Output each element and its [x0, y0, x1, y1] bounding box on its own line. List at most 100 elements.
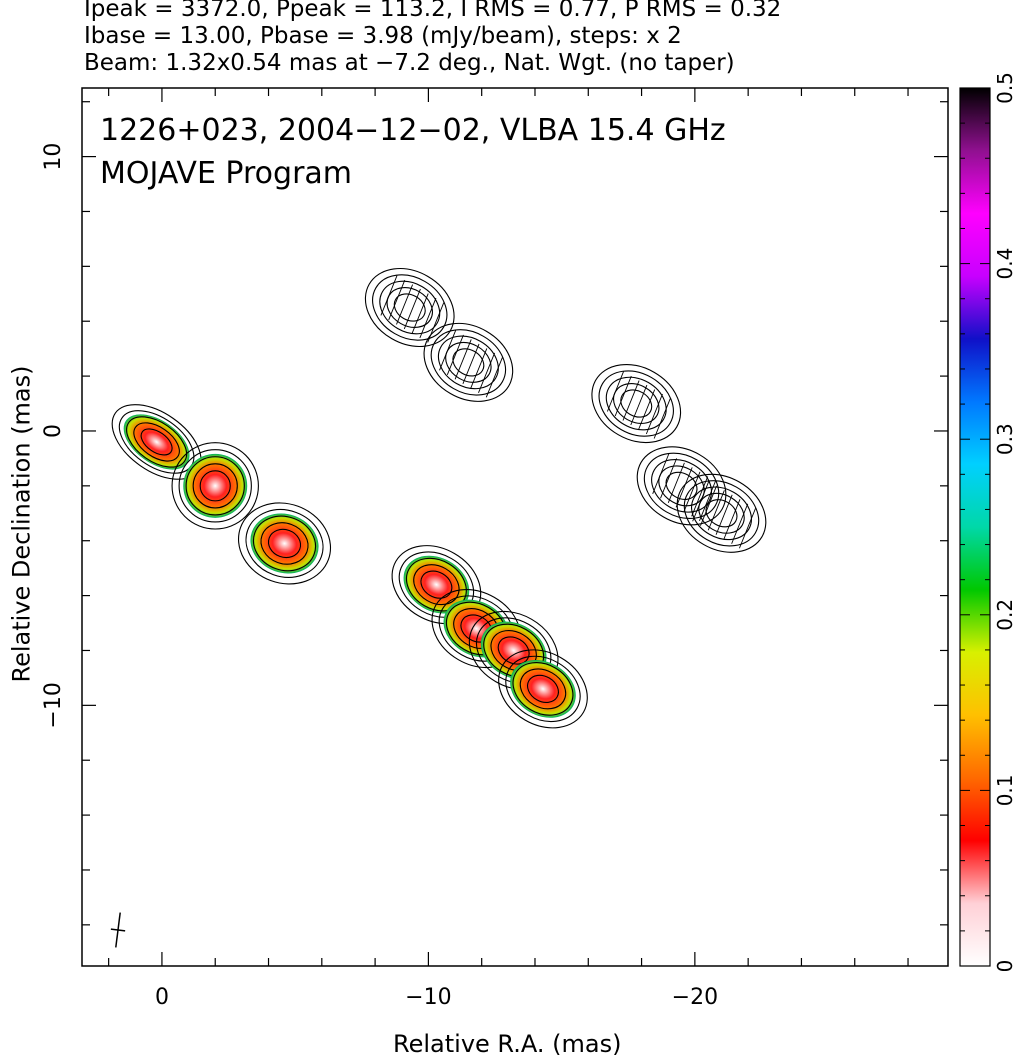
- contour-line: [178, 449, 252, 523]
- pol-vector-tick: [622, 380, 640, 421]
- colorbar-tick-label: 0.5: [993, 72, 1017, 104]
- contour-line: [658, 465, 705, 507]
- pol-vector-tick: [419, 297, 437, 339]
- contour-line: [126, 416, 188, 468]
- pol-vector-tick: [692, 481, 710, 522]
- pol-vector-tick: [439, 330, 457, 371]
- pol-vector-tick: [707, 490, 725, 531]
- pol-vector-tick: [675, 467, 693, 508]
- contour-line: [372, 274, 448, 341]
- contour-line: [199, 470, 231, 502]
- colorbar-tick-label: 0: [993, 960, 1017, 973]
- x-tick-label: −20: [672, 985, 718, 1010]
- pol-vector-tick: [485, 357, 503, 398]
- pol-vector-tick: [691, 476, 709, 517]
- contour-line: [237, 502, 332, 585]
- pol-fill: [510, 660, 576, 718]
- pol-vector-tick: [403, 288, 421, 330]
- pol-vector-tick: [388, 279, 406, 321]
- contour-line: [636, 446, 727, 526]
- x-axis-ticks: 0 −10 −20: [108, 88, 909, 1010]
- pol-vector-tick: [645, 393, 663, 435]
- contour-line: [643, 452, 720, 519]
- contour-line: [379, 280, 441, 335]
- colorbar-tick-label: 0.3: [993, 423, 1017, 455]
- pol-vector-tick: [380, 275, 398, 316]
- contour-line: [452, 348, 485, 377]
- chart-subtitle: MOJAVE Program: [100, 156, 352, 191]
- colorbar-tick-label: 0.1: [993, 774, 1017, 806]
- x-axis-title: Relative R.A. (mas): [393, 1030, 622, 1058]
- pol-vector-tick: [638, 389, 656, 430]
- contour-line: [430, 329, 507, 396]
- plot-frame: [81, 87, 949, 967]
- contour-line: [252, 515, 317, 572]
- y-axis-ticks: 10 0 −10: [41, 101, 948, 926]
- contour-line: [705, 499, 738, 528]
- contour-line: [527, 674, 559, 703]
- pol-vector-tick: [660, 458, 678, 499]
- contour-line: [267, 528, 302, 559]
- contour-line: [519, 668, 567, 710]
- pol-vector-tick: [700, 485, 717, 526]
- pol-vector-tick: [739, 508, 756, 549]
- component-3: [636, 446, 727, 526]
- contour-line: [423, 322, 514, 402]
- contour-line: [386, 287, 433, 328]
- component-3: [591, 364, 682, 444]
- contour-line: [620, 389, 653, 418]
- contour-line: [512, 662, 574, 716]
- pol-vector-tick: [653, 398, 671, 439]
- contour-line: [445, 341, 492, 383]
- pol-vector-tick: [652, 453, 670, 494]
- pol-vector-tick: [470, 348, 488, 389]
- contour-line: [498, 649, 588, 729]
- x-tick-label: −10: [405, 985, 451, 1010]
- contour-line: [260, 522, 309, 565]
- colorbar: [959, 87, 991, 967]
- contour-line: [497, 636, 530, 665]
- beam-ellipse-marker: [110, 912, 126, 948]
- component-1: [423, 322, 514, 402]
- y-tick-label: −10: [41, 682, 66, 728]
- component-0: [237, 502, 332, 585]
- y-tick-label: 0: [41, 424, 66, 438]
- contour-line: [605, 376, 667, 431]
- colorbar-tick-label: 0.2: [993, 599, 1017, 631]
- colorbar-tick-labels: 0 0.1 0.2 0.3 0.4 0.5: [960, 72, 1017, 972]
- contour-line: [192, 463, 238, 509]
- pol-vector-tick: [396, 284, 414, 325]
- x-tick-label: 0: [155, 985, 169, 1010]
- beam-minor-axis: [110, 928, 126, 932]
- contour-line: [613, 383, 660, 424]
- contour-line: [598, 370, 674, 437]
- header-line-3: Beam: 1.32x0.54 mas at −7.2 deg., Nat. W…: [84, 50, 735, 76]
- y-tick-label: 10: [41, 143, 66, 171]
- contour-line: [691, 486, 752, 541]
- contour-line: [505, 655, 581, 723]
- colorbar-tick-label: 0.4: [993, 248, 1017, 280]
- contour-line: [591, 364, 682, 444]
- contour-line: [140, 428, 173, 456]
- header-line-2: Ibase = 13.00, Pbase = 3.98 (mJy/beam), …: [84, 23, 682, 49]
- pol-vector-tick: [446, 334, 464, 376]
- contour-line: [437, 335, 499, 390]
- component-2: [498, 649, 588, 729]
- contour-line: [245, 509, 324, 578]
- pol-vector-tick: [630, 384, 648, 426]
- pol-fill: [123, 414, 190, 470]
- contour-line: [665, 471, 698, 500]
- chart-title: 1226+023, 2004−12−02, VLBA 15.4 GHz: [100, 113, 726, 148]
- header-line-1: Ipeak = 3372.0, Ppeak = 113.2, I RMS = 0…: [84, 0, 782, 22]
- pol-vector-tick: [614, 375, 632, 417]
- contour-line: [393, 293, 426, 322]
- component-0: [171, 442, 259, 530]
- component-3: [676, 473, 767, 553]
- contour-line: [676, 473, 767, 553]
- pol-vector-tick: [454, 339, 472, 380]
- pol-vector-tick: [478, 352, 496, 394]
- contour-line: [651, 459, 712, 513]
- pol-vector-tick: [731, 503, 749, 544]
- pol-fill: [250, 513, 319, 574]
